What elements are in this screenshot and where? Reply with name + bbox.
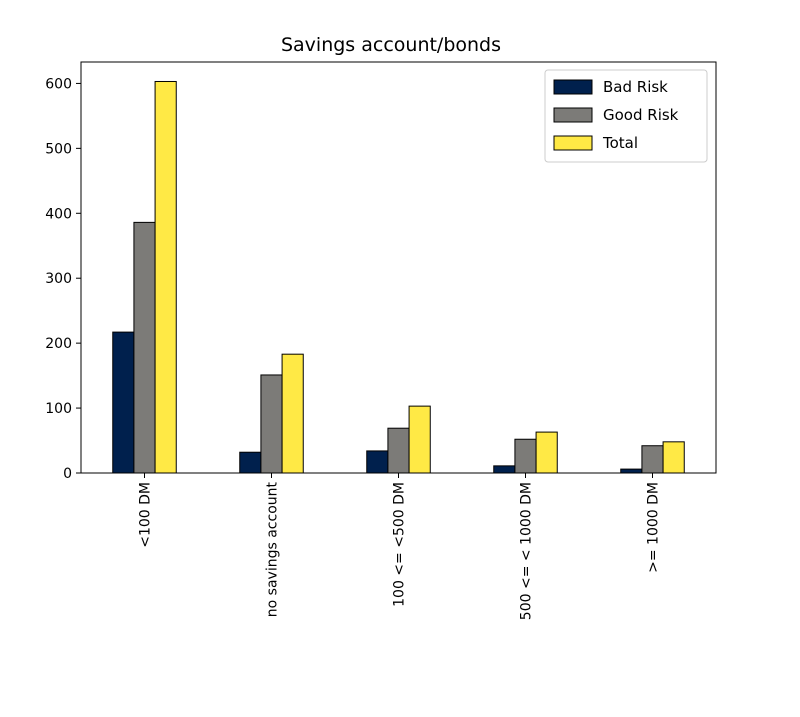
x-tick-label: 500 <= < 1000 DM: [519, 482, 535, 620]
bar-bad-risk-4: [620, 468, 643, 474]
plot-frame: [80, 61, 717, 474]
x-tick-label: no savings account: [265, 481, 281, 617]
legend-label-bad-risk: Bad Risk: [603, 78, 668, 96]
bar-total-1: [281, 353, 304, 474]
bars: [112, 80, 685, 474]
bar-bad-risk-1: [239, 451, 262, 474]
x-tick-label: 100 <= <500 DM: [392, 482, 408, 607]
bar-bad-risk-3: [493, 465, 516, 474]
legend-label-good-risk: Good Risk: [603, 106, 679, 124]
bar-good-risk-1: [260, 374, 283, 474]
x-axis: <100 DM no savings account 100 <= <500 DM 5…: [138, 473, 662, 620]
legend-swatch-good-risk: [553, 107, 593, 123]
y-axis: 0 100 200 300 400 500 600: [45, 76, 81, 482]
bar-good-risk-0: [133, 221, 156, 474]
bar-total-2: [408, 405, 431, 474]
chart-title: Savings account/bonds: [281, 34, 501, 56]
y-tick-label: 500: [45, 141, 72, 157]
bar-good-risk-2: [387, 427, 410, 474]
bar-total-4: [662, 441, 685, 474]
bar-bad-risk-0: [112, 331, 135, 474]
y-tick-label: 600: [45, 76, 72, 92]
bar-total-3: [535, 431, 558, 474]
x-tick-label: <100 DM: [138, 482, 154, 548]
legend: Bad Risk Good Risk Total: [544, 69, 708, 163]
legend-label-total: Total: [602, 134, 638, 152]
y-tick-label: 100: [45, 401, 72, 417]
legend-swatch-total: [553, 135, 593, 151]
bar-good-risk-4: [641, 445, 664, 474]
bar-total-0: [154, 80, 177, 474]
bar-bad-risk-2: [366, 450, 389, 474]
x-tick-label: >= 1000 DM: [646, 482, 662, 573]
y-tick-label: 200: [45, 336, 72, 352]
y-tick-label: 400: [45, 206, 72, 222]
y-tick-label: 0: [63, 466, 72, 482]
bar-good-risk-3: [514, 438, 537, 474]
y-tick-label: 300: [45, 271, 72, 287]
legend-swatch-bad-risk: [553, 79, 593, 95]
